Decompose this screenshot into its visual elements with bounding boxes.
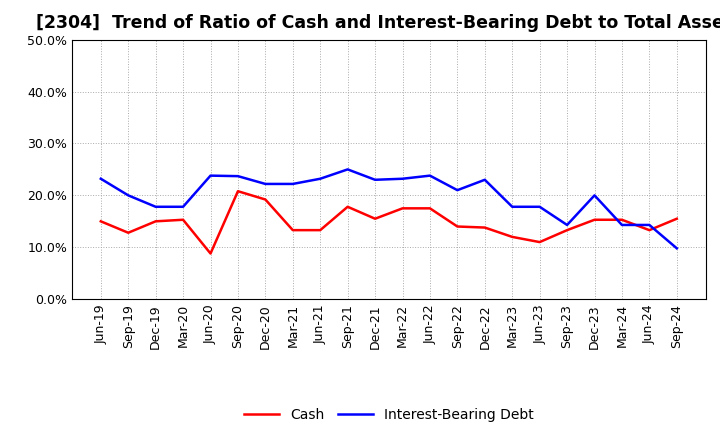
Cash — [371, 216, 379, 221]
Interest-Bearing Debt — [371, 177, 379, 183]
Cash — [453, 224, 462, 229]
Title: [2304]  Trend of Ratio of Cash and Interest-Bearing Debt to Total Assets: [2304] Trend of Ratio of Cash and Intere… — [35, 15, 720, 33]
Cash — [645, 227, 654, 233]
Cash — [233, 189, 242, 194]
Interest-Bearing Debt — [343, 167, 352, 172]
Interest-Bearing Debt — [426, 173, 434, 178]
Cash — [289, 227, 297, 233]
Interest-Bearing Debt — [563, 222, 572, 227]
Cash — [672, 216, 681, 221]
Interest-Bearing Debt — [316, 176, 325, 181]
Cash — [206, 251, 215, 256]
Cash — [618, 217, 626, 222]
Interest-Bearing Debt — [508, 204, 516, 209]
Cash — [563, 227, 572, 233]
Interest-Bearing Debt — [590, 193, 599, 198]
Interest-Bearing Debt — [645, 222, 654, 227]
Interest-Bearing Debt — [480, 177, 489, 183]
Cash — [508, 234, 516, 239]
Cash — [151, 219, 160, 224]
Interest-Bearing Debt — [618, 222, 626, 227]
Cash — [426, 205, 434, 211]
Cash — [590, 217, 599, 222]
Cash — [179, 217, 187, 222]
Interest-Bearing Debt — [96, 176, 105, 181]
Cash — [343, 204, 352, 209]
Interest-Bearing Debt — [206, 173, 215, 178]
Cash — [261, 197, 270, 202]
Cash — [96, 219, 105, 224]
Interest-Bearing Debt — [289, 181, 297, 187]
Interest-Bearing Debt — [398, 176, 407, 181]
Cash — [480, 225, 489, 230]
Interest-Bearing Debt — [233, 173, 242, 179]
Cash — [316, 227, 325, 233]
Legend: Cash, Interest-Bearing Debt: Cash, Interest-Bearing Debt — [238, 402, 539, 427]
Cash — [124, 230, 132, 235]
Interest-Bearing Debt — [261, 181, 270, 187]
Cash — [536, 239, 544, 245]
Interest-Bearing Debt — [672, 246, 681, 251]
Interest-Bearing Debt — [151, 204, 160, 209]
Cash — [398, 205, 407, 211]
Interest-Bearing Debt — [179, 204, 187, 209]
Line: Interest-Bearing Debt: Interest-Bearing Debt — [101, 169, 677, 248]
Line: Cash: Cash — [101, 191, 677, 253]
Interest-Bearing Debt — [124, 193, 132, 198]
Interest-Bearing Debt — [536, 204, 544, 209]
Interest-Bearing Debt — [453, 187, 462, 193]
